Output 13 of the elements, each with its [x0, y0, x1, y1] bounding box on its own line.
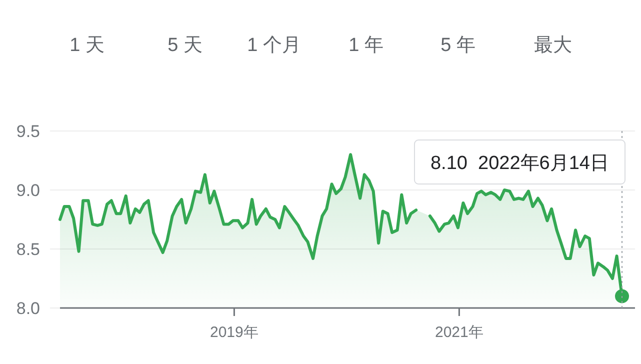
- text: 5 天: [168, 35, 202, 56]
- annotation: 8.10 2022年6月14日: [430, 153, 609, 174]
- text: 最大: [534, 35, 572, 56]
- text: 1 年: [348, 35, 384, 56]
- y-tick-label: 9.0: [16, 181, 40, 200]
- x-tick-label: 2019年: [210, 324, 258, 341]
- y-tick-label: 8.5: [16, 240, 40, 259]
- text: 1 个月: [247, 35, 301, 56]
- text: 1 天: [70, 35, 104, 56]
- y-tick-label: 8.0: [16, 299, 40, 318]
- x-tick-label: 2021年: [435, 324, 484, 341]
- y-tick-label: 9.5: [16, 122, 40, 141]
- text: 5 年: [440, 35, 476, 56]
